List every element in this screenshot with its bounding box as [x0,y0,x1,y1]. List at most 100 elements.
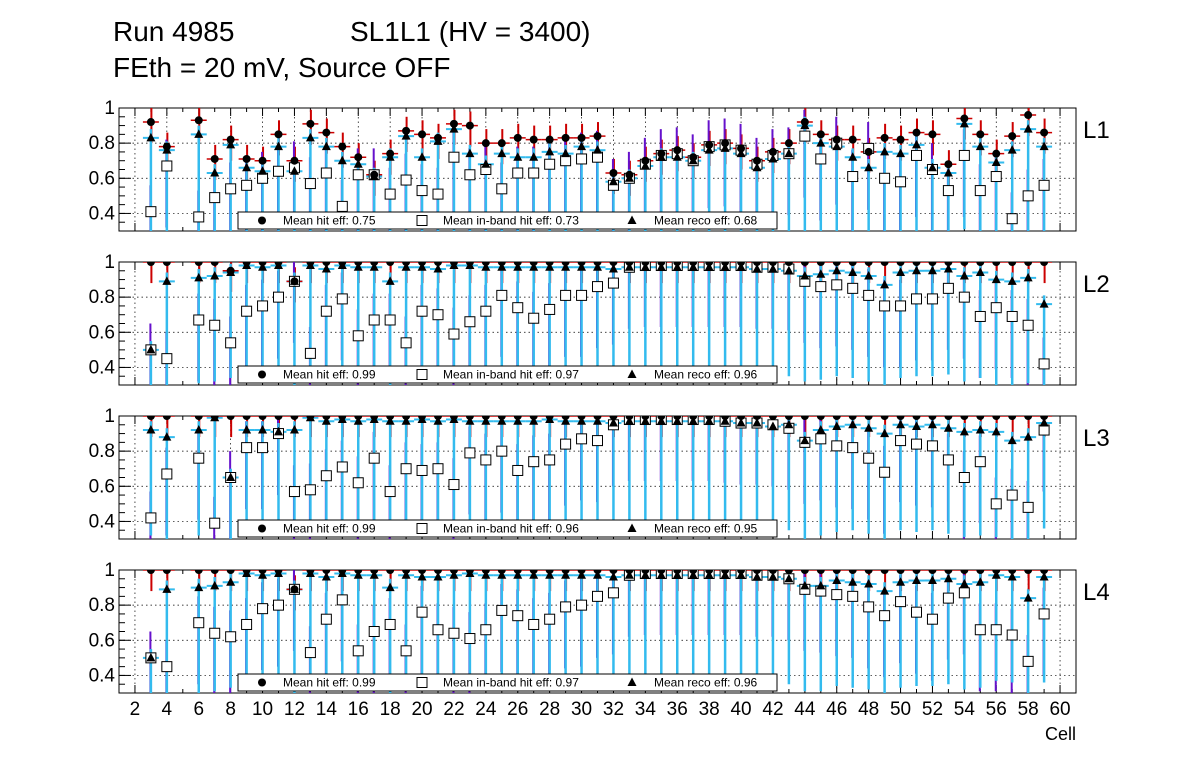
marker-inband [560,601,572,613]
marker-inband [257,172,269,184]
marker-reco [258,166,268,175]
marker-inband [1022,319,1034,331]
marker-reco [321,416,331,425]
marker-inband [320,613,332,625]
marker-inband [1006,489,1018,501]
x-tick-label: 52 [922,699,943,720]
marker-inband [209,517,221,529]
marker-hit [274,416,283,420]
marker-hit [928,262,937,266]
marker-inband [911,293,922,305]
marker-hit [768,147,777,156]
marker-inband [448,328,460,340]
marker-hit [1040,128,1049,137]
title-threshold: FEth = 20 mV, Source OFF [113,52,450,83]
marker-hit [162,416,171,420]
marker-inband [400,174,412,186]
marker-inband [448,151,460,163]
x-tick-label: 30 [571,699,592,720]
marker-reco [433,416,443,425]
marker-hit [976,262,985,266]
marker-reco [481,262,491,271]
marker-inband [352,645,364,657]
marker-hit [418,130,427,139]
marker-inband [416,185,428,197]
marker-reco [832,421,842,431]
marker-inband [257,603,269,615]
marker-hit [449,119,458,128]
marker-hit [864,262,873,266]
marker-inband [496,445,508,457]
marker-reco [529,152,539,161]
marker-inband [1006,629,1018,641]
marker-inband [304,647,316,659]
marker-hit [481,139,490,148]
title-superlayer: SL1L1 (HV = 3400) [350,16,591,47]
marker-hit [1024,262,1033,266]
marker-reco [465,262,475,270]
marker-inband [942,282,954,294]
marker-inband [416,305,428,317]
marker-reco [752,264,762,273]
marker-hit [848,570,857,574]
marker-inband [815,433,827,445]
marker-reco [975,141,985,151]
x-tick-label: 4 [162,699,173,720]
marker-hit [513,133,522,142]
marker-reco [305,132,315,142]
marker-reco [274,262,283,270]
marker-reco [784,419,794,429]
legend-reco-marker [627,677,637,686]
y-tick-label: 0.8 [89,133,115,154]
marker-reco [848,267,858,277]
marker-reco [529,570,539,579]
marker-inband [193,211,205,223]
marker-reco [800,120,810,130]
x-tick-label: 8 [225,699,236,720]
legend: Mean hit eff: 0.99 Mean in-band hit eff: … [237,673,778,692]
marker-inband [607,277,619,289]
marker-reco [943,423,953,432]
marker-reco [545,570,555,579]
marker-hit [960,416,969,420]
marker-hit [1008,416,1017,420]
marker-inband [512,464,524,476]
marker-reco [864,423,874,432]
legend-inband-marker [416,369,428,380]
marker-inband [368,626,380,637]
marker-hit [146,262,155,266]
marker-reco [1023,124,1033,133]
marker-hit [896,570,905,574]
marker-reco [194,425,204,434]
marker-inband [544,158,556,170]
marker-hit [322,262,331,266]
marker-reco [321,141,331,151]
marker-hit [402,126,411,135]
legend-reco-marker [627,215,637,224]
marker-reco [991,426,1001,436]
x-tick-label: 12 [284,699,305,720]
marker-hit [210,262,219,266]
marker-inband [911,606,922,618]
legend-box [237,519,778,538]
marker-reco [162,145,172,154]
marker-inband [1038,424,1050,436]
layer-label: L4 [1083,579,1110,606]
marker-reco [912,421,921,431]
marker-inband [496,183,508,195]
marker-inband [480,624,492,636]
marker-inband [288,486,300,498]
marker-hit [561,133,570,142]
marker-inband [895,435,907,447]
marker-inband [512,167,524,179]
marker-reco [800,271,810,280]
marker-reco [688,262,698,271]
marker-inband [225,183,237,195]
marker-hit [912,128,921,137]
marker-inband [336,293,348,305]
marker-reco [162,584,172,593]
x-tick-label: 56 [986,699,1007,720]
marker-hit [864,416,873,420]
x-tick-label: 58 [1018,699,1039,720]
marker-reco [561,416,571,425]
